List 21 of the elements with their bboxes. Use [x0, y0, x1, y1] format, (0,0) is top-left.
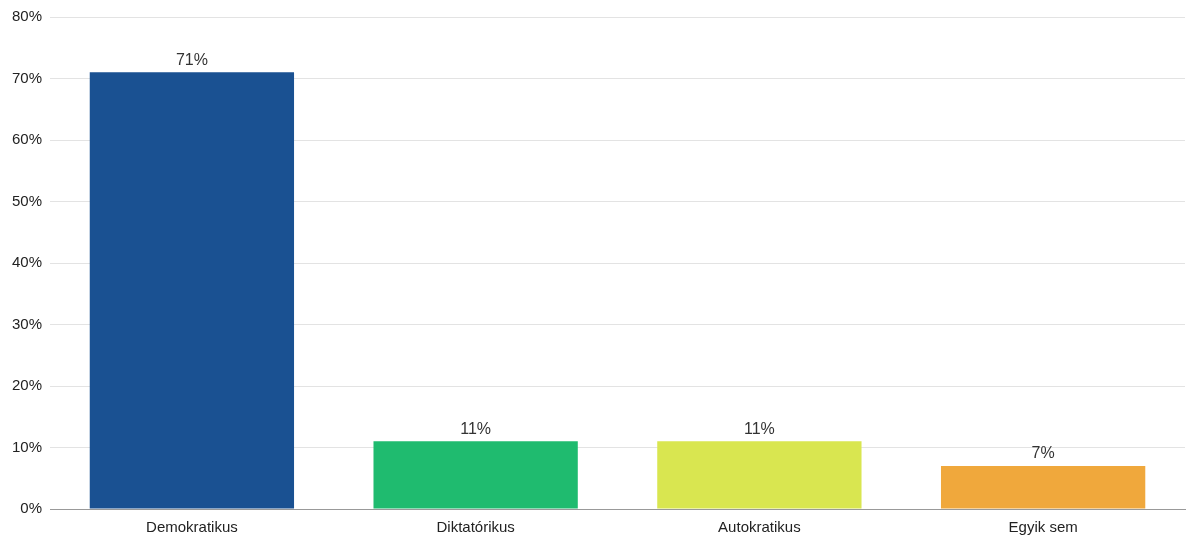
- data-label: 7%: [1031, 444, 1055, 462]
- x-tick-label: Autokratikus: [718, 518, 801, 536]
- y-tick-label: 60%: [11, 130, 43, 148]
- y-tick-label: 30%: [11, 314, 43, 332]
- y-tick-label: 0%: [20, 499, 43, 517]
- y-tick-label: 70%: [11, 68, 43, 86]
- data-label: 11%: [460, 419, 492, 437]
- data-label: 71%: [175, 50, 208, 68]
- bar: [373, 441, 578, 509]
- x-tick-label: Egyik sem: [1008, 518, 1078, 536]
- y-tick-label: 40%: [11, 253, 43, 271]
- bar: [89, 72, 295, 509]
- bar: [657, 441, 862, 509]
- y-tick-label: 20%: [11, 376, 43, 394]
- y-tick-label: 50%: [11, 191, 43, 209]
- x-tick-label: Diktatórikus: [436, 518, 515, 536]
- y-tick-label: 80%: [11, 7, 43, 25]
- bar: [940, 465, 1146, 509]
- data-label: 11%: [743, 419, 775, 437]
- y-tick-label: 10%: [11, 437, 43, 455]
- x-tick-label: Demokratikus: [146, 518, 238, 536]
